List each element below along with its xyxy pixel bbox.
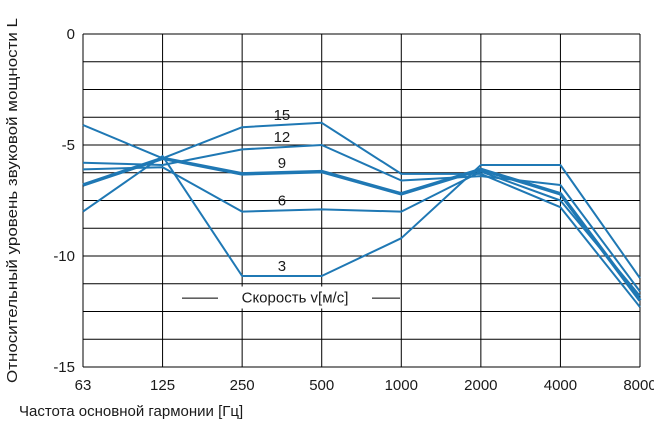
y-tick-label: -10 — [53, 248, 75, 265]
series-lines — [82, 121, 642, 308]
series-line-3 — [82, 155, 641, 279]
series-line-12 — [82, 144, 641, 293]
annotation-background — [222, 286, 368, 309]
y-axis-title: Относительный уровень звуковой мощности … — [4, 18, 21, 383]
x-tick-label: 1000 — [385, 377, 418, 394]
series-label-6: 6 — [278, 192, 286, 209]
series-label-12: 12 — [274, 129, 291, 146]
x-tick-label: 63 — [75, 377, 92, 394]
annotation-text: Скорость v[м/с] — [242, 290, 349, 307]
series-labels: 15 12 9 6 3 — [274, 107, 291, 275]
series-line-6 — [82, 166, 641, 297]
y-tick-label: -15 — [53, 359, 75, 376]
y-tick-label: 0 — [67, 26, 75, 43]
series-line-9 — [82, 156, 642, 302]
speed-annotation: Скорость v[м/с] — [182, 286, 400, 309]
series-line-15 — [82, 121, 641, 308]
x-axis-title: Частота основной гармонии [Гц] — [19, 403, 243, 420]
x-tick-label: 2000 — [464, 377, 497, 394]
series-label-15: 15 — [274, 107, 291, 124]
x-tick-label: 500 — [309, 377, 334, 394]
x-tick-label: 250 — [230, 377, 255, 394]
x-tick-label: 8000 — [623, 377, 654, 394]
y-tick-label: -5 — [62, 137, 75, 154]
x-tick-label: 125 — [150, 377, 175, 394]
series-label-9: 9 — [278, 155, 286, 172]
grid — [82, 33, 641, 368]
series-label-3: 3 — [278, 258, 286, 275]
x-tick-label: 4000 — [544, 377, 577, 394]
